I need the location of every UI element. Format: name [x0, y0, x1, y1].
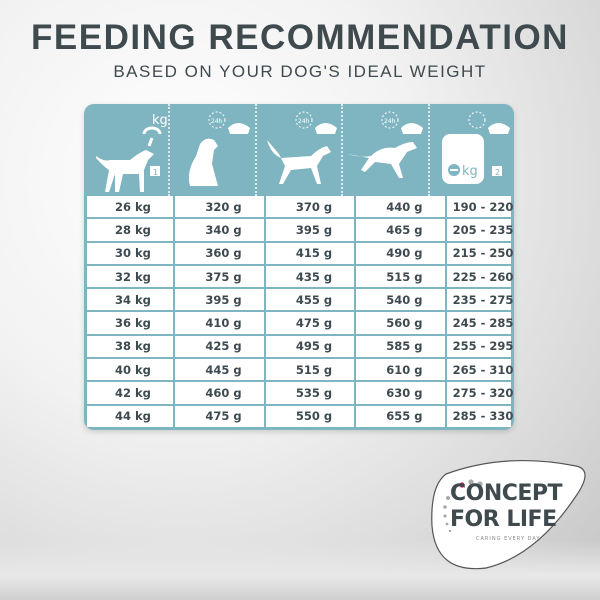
- table-cell: 370 g: [265, 196, 355, 218]
- table-cell: 585 g: [356, 335, 445, 358]
- col-normal-activity: 24h: [257, 104, 344, 196]
- col-low-activity: 24h: [170, 104, 257, 196]
- table-cell: 205 - 235 g: [446, 219, 514, 241]
- table-cell: 455 g: [265, 289, 355, 311]
- table-cell: 445 g: [175, 359, 264, 381]
- svg-text:kg: kg: [462, 164, 478, 179]
- logo-line-2: FOR LIFE: [450, 507, 557, 532]
- col-dog-weight: kg 1: [84, 104, 171, 196]
- table-cell: 490 g: [356, 242, 445, 264]
- table-cell: 225 - 260 g: [446, 265, 514, 288]
- table-cell: 340 g: [175, 219, 264, 241]
- table-cell: 275 - 320 g: [446, 382, 514, 404]
- table-cell: 375 g: [175, 265, 264, 288]
- table-cell: 190 - 220 g: [446, 196, 514, 218]
- svg-text:2: 2: [495, 168, 500, 177]
- table-cell: 610 g: [356, 359, 445, 381]
- table-cell: 435 g: [265, 265, 355, 288]
- scale-minus-kg-icon: kg 2: [441, 111, 510, 184]
- svg-text:24h: 24h: [384, 118, 396, 125]
- table-cell: 560 g: [356, 312, 445, 334]
- table-cell: 395 g: [265, 219, 355, 241]
- table-cell: 535 g: [265, 382, 355, 404]
- table-cell: 36 kg: [87, 312, 174, 334]
- table-cell: 475 g: [265, 312, 355, 334]
- table-cell: 26 kg: [87, 196, 174, 218]
- table-cell: 395 g: [175, 289, 264, 311]
- table-cell: 215 - 250 g: [446, 242, 514, 264]
- svg-text:24h: 24h: [211, 118, 223, 125]
- dog-walking-bowl-icon: 24h: [266, 111, 337, 184]
- table-cell: 235 - 275 g: [446, 289, 514, 311]
- dog-running-bowl-icon: 24h: [347, 111, 424, 178]
- col-weight-loss: kg 2: [430, 104, 514, 196]
- table-cell: 465 g: [356, 219, 445, 241]
- table-cell: 425 g: [175, 335, 264, 358]
- table-cell: 415 g: [265, 242, 355, 264]
- brand-logo: CONCEPT FOR LIFE CARING EVERY DAY: [426, 456, 588, 572]
- logo-badge-shape: [431, 459, 586, 570]
- table-cell: 655 g: [356, 405, 445, 427]
- table-cell: 515 g: [265, 359, 355, 381]
- feeding-table: kg 1 24h 24h: [84, 104, 514, 430]
- table-cell: 44 kg: [87, 405, 174, 427]
- table-cell: 265 - 310 g: [446, 359, 514, 381]
- table-cell: 495 g: [265, 335, 355, 358]
- table-cell: 475 g: [175, 405, 264, 427]
- table-cell: 38 kg: [87, 335, 174, 358]
- table-cell: 460 g: [175, 382, 264, 404]
- svg-text:kg: kg: [152, 113, 168, 128]
- table-cell: 320 g: [175, 196, 264, 218]
- table-cell: 540 g: [356, 289, 445, 311]
- svg-text:1: 1: [153, 168, 158, 177]
- table-header: kg 1 24h 24h: [84, 104, 514, 196]
- svg-text:24h: 24h: [298, 118, 310, 125]
- dog-standing-weight-icon: kg 1: [96, 113, 168, 192]
- table-cell: 245 - 285 g: [446, 312, 514, 334]
- table-cell: 42 kg: [87, 382, 174, 404]
- col-high-activity: 24h: [343, 104, 430, 196]
- table-cell: 515 g: [356, 265, 445, 288]
- table-cell: 410 g: [175, 312, 264, 334]
- table-cell: 32 kg: [87, 265, 174, 288]
- page-title: FEEDING RECOMMENDATION: [31, 18, 569, 57]
- table-cell: 28 kg: [87, 219, 174, 241]
- table-cell: 630 g: [356, 382, 445, 404]
- table-cell: 30 kg: [87, 242, 174, 264]
- logo-tagline: CARING EVERY DAY: [476, 536, 541, 542]
- logo-line-1: CONCEPT: [450, 481, 563, 506]
- dog-sitting-bowl-icon: 24h: [189, 111, 251, 186]
- table-cell: 255 - 295 g: [446, 335, 514, 358]
- table-cell: 550 g: [265, 405, 355, 427]
- table-cell: 34 kg: [87, 289, 174, 311]
- table-cell: 440 g: [356, 196, 445, 218]
- table-cell: 360 g: [175, 242, 264, 264]
- table-cell: 40 kg: [87, 359, 174, 381]
- table-cell: 285 - 330 g: [446, 405, 514, 427]
- page-subtitle: BASED ON YOUR DOG'S IDEAL WEIGHT: [113, 62, 487, 81]
